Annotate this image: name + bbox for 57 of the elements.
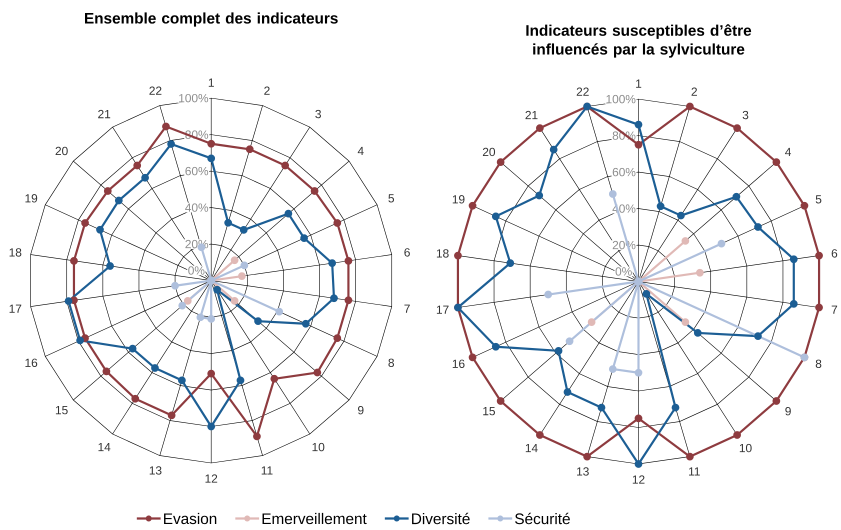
legend-label: Emerveillement	[262, 512, 367, 524]
y-tick-label: 60%	[185, 166, 208, 176]
spoke-label: 16	[452, 359, 465, 368]
spoke-label: 10	[740, 444, 752, 452]
legend-label: Evasion	[164, 512, 216, 524]
spoke-label: 5	[816, 194, 822, 204]
spoke-label: 3	[742, 110, 748, 120]
spoke-label: 1	[636, 79, 642, 88]
spoke-label: 17	[10, 304, 22, 313]
spoke-label: 12	[632, 475, 644, 484]
spoke-label: 18	[436, 248, 449, 258]
y-tick-label: 0%	[188, 266, 204, 274]
spoke-label: 14	[526, 444, 538, 452]
spoke-label: 21	[98, 110, 110, 118]
legend-label: Sécurité	[515, 512, 570, 524]
spoke-label: 12	[205, 474, 218, 482]
spoke-label: 2	[264, 86, 270, 95]
spoke-label: 20	[56, 146, 68, 155]
spoke-label: 9	[358, 406, 364, 414]
y-tick-label: 100%	[179, 94, 208, 102]
legend-label: Diversité	[412, 512, 470, 524]
spoke-label: 3	[315, 110, 321, 118]
spoke-label: 19	[25, 194, 38, 202]
y-tick-label: 0%	[616, 267, 632, 276]
spoke-label: 8	[388, 358, 394, 367]
spoke-label: 20	[482, 148, 496, 156]
spoke-label: 15	[483, 406, 495, 416]
spoke-label: 6	[832, 248, 838, 258]
spoke-label: 8	[816, 359, 822, 368]
spoke-label: 19	[452, 194, 464, 204]
spoke-label: 11	[689, 467, 700, 476]
spoke-label: 2	[692, 87, 697, 96]
spoke-label: 5	[388, 194, 394, 202]
spoke-label: 11	[262, 466, 273, 474]
spoke-label: 1	[208, 78, 214, 87]
y-tick-label: 40%	[185, 203, 208, 212]
chart-title: Ensemble complet des indicateurs	[85, 12, 338, 26]
spoke-label: 7	[832, 305, 838, 314]
spoke-label: 17	[436, 305, 449, 314]
chart-title: Indicateurs susceptibles d’être influencés par la sylviculture	[526, 24, 752, 58]
y-tick-label: 60%	[612, 168, 636, 176]
spoke-label: 13	[150, 466, 162, 474]
spoke-label: 9	[785, 406, 791, 416]
spoke-label: 15	[56, 406, 68, 414]
spoke-label: 22	[576, 87, 589, 96]
spoke-label: 4	[785, 148, 792, 156]
spoke-label: 14	[98, 442, 110, 451]
spoke-label: 10	[312, 442, 324, 452]
spoke-label: 6	[404, 248, 410, 256]
spoke-label: 4	[358, 146, 364, 155]
spoke-label: 7	[404, 304, 410, 313]
spoke-label: 18	[10, 248, 22, 256]
spoke-label: 13	[577, 467, 589, 476]
spoke-label: 22	[149, 86, 162, 95]
y-tick-label: 100%	[606, 94, 636, 104]
spoke-label: 21	[525, 110, 538, 119]
spoke-label: 16	[25, 358, 38, 367]
